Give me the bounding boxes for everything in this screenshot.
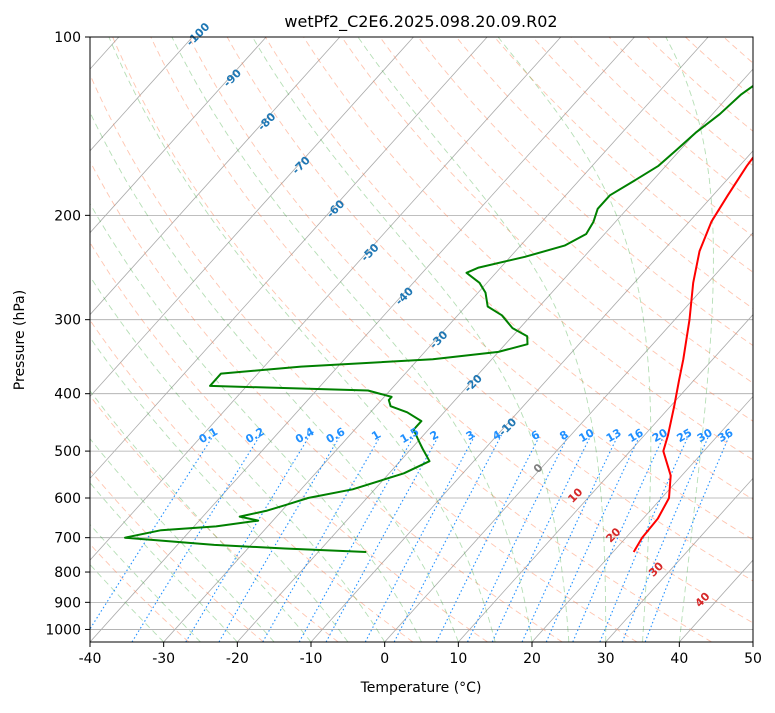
y-tick-label: 800 (54, 565, 81, 581)
x-tick-label: 0 (380, 651, 389, 667)
y-tick-label: 1000 (45, 622, 81, 638)
y-tick-label: 900 (54, 595, 81, 611)
y-tick-label: 700 (54, 531, 81, 547)
x-tick-label: -10 (300, 651, 323, 667)
chart-title: wetPf2_C2E6.2025.098.20.09.R02 (284, 12, 557, 32)
x-tick-label: 50 (744, 651, 762, 667)
x-tick-label: -20 (226, 651, 249, 667)
x-tick-label: 10 (449, 651, 467, 667)
x-tick-label: 30 (597, 651, 615, 667)
x-tick-label: -30 (152, 651, 175, 667)
y-tick-label: 300 (54, 313, 81, 329)
y-tick-label: 100 (54, 30, 81, 46)
y-tick-label: 600 (54, 491, 81, 507)
y-tick-label: 200 (54, 208, 81, 224)
y-tick-label: 500 (54, 444, 81, 460)
x-tick-label: 20 (523, 651, 541, 667)
x-tick-label: 40 (670, 651, 688, 667)
x-tick-label: -40 (79, 651, 102, 667)
y-axis-label: Pressure (hPa) (12, 290, 28, 390)
y-tick-label: 400 (54, 387, 81, 403)
x-axis-label: Temperature (°C) (360, 680, 482, 696)
